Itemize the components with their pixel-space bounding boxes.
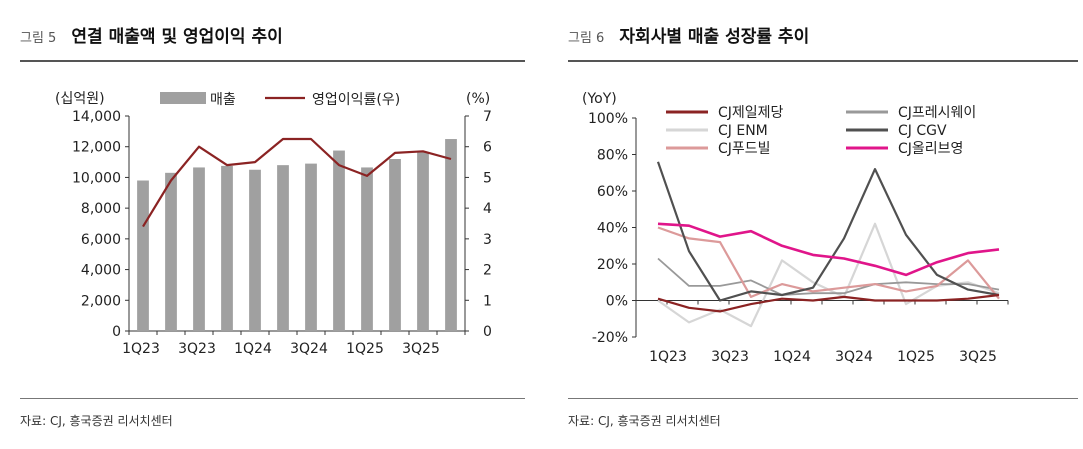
right-source-note: 자료: CJ, 흥국증권 리서치센터 [568, 414, 721, 428]
left-axis-unit: (십억원) [55, 91, 105, 107]
series-line-5 [657, 222, 1000, 277]
legend-label: CJ프레시웨이 [898, 105, 976, 121]
x-tick-label: 3Q24 [835, 349, 873, 365]
x-tick-label: 1Q25 [346, 341, 384, 357]
right-y-tick-label: 6 [483, 140, 492, 156]
legend-label: CJ CGV [898, 123, 947, 139]
right-y-tick-label: 1 [483, 293, 492, 309]
y-tick-label: 20% [597, 257, 628, 273]
y-tick-label: 80% [597, 148, 628, 164]
series-line-1 [657, 257, 1000, 296]
left-chart-panel: 그림 5 연결 매출액 및 영업이익 추이 0 2,000 4,000 6,000 8,… [0, 0, 530, 449]
revenue-bar [165, 172, 177, 331]
left-y-tick-label: 6,000 [81, 232, 121, 248]
right-bottom-rule [568, 398, 1078, 399]
left-source-note: 자료: CJ, 흥국증권 리서치센터 [20, 414, 173, 428]
legend-line-label: 영업이익률(우) [312, 92, 400, 108]
x-tick-label: 1Q23 [649, 349, 687, 365]
legend-label: CJ푸드빌 [718, 141, 771, 157]
x-tick-label: 3Q24 [290, 341, 328, 357]
left-top-rule [20, 60, 525, 62]
revenue-bar [417, 152, 429, 331]
left-y-tick-label: 14,000 [72, 109, 121, 125]
right-y-tick-label: 5 [483, 170, 492, 186]
y-tick-label: 60% [597, 184, 628, 200]
right-top-rule [568, 60, 1078, 62]
right-y-tick-label: 4 [483, 201, 492, 217]
revenue-bar [305, 163, 317, 331]
x-tick-label: 3Q23 [178, 341, 216, 357]
x-tick-label: 1Q24 [234, 341, 272, 357]
revenue-bar [445, 139, 457, 331]
right-title-row: 그림 6 자회사별 매출 성장률 추이 [568, 22, 809, 47]
legend-label: CJ ENM [718, 123, 768, 139]
right-y-tick-label: 0 [483, 324, 492, 340]
revenue-bar [361, 167, 373, 331]
x-tick-label: 1Q24 [773, 349, 811, 365]
left-y-tick-label: 10,000 [72, 170, 121, 186]
left-y-tick-label: 8,000 [81, 201, 121, 217]
revenue-margin-chart: 0 2,000 4,000 6,000 8,000 10,000 12,000 14,000 0… [55, 91, 492, 357]
right-y-tick-label: 2 [483, 263, 492, 279]
y-tick-label: 0% [606, 294, 628, 310]
left-y-tick-label: 12,000 [72, 140, 121, 156]
right-chart-panel: 그림 6 자회사별 매출 성장률 추이 -20% 0% 20% 40% 60% 80% 10… [548, 0, 1083, 449]
revenue-bar [333, 150, 345, 331]
y-tick-label: 40% [597, 221, 628, 237]
left-chart-title: 연결 매출액 및 영업이익 추이 [71, 27, 283, 47]
legend-bar-swatch [160, 92, 206, 104]
x-tick-label: 3Q23 [711, 349, 749, 365]
left-figure-number: 그림 5 [20, 31, 57, 46]
left-title-row: 그림 5 연결 매출액 및 영업이익 추이 [20, 22, 283, 47]
right-chart-title: 자회사별 매출 성장률 추이 [619, 27, 810, 47]
legend-label: CJ올리브영 [898, 141, 963, 157]
left-y-tick-label: 4,000 [81, 263, 121, 279]
revenue-bar [389, 159, 401, 331]
y-tick-label: 100% [588, 111, 628, 127]
operating-margin-line [142, 137, 452, 228]
x-tick-label: 3Q25 [402, 341, 440, 357]
left-y-tick-label: 2,000 [81, 293, 121, 309]
left-y-tick-label: 0 [112, 324, 121, 340]
right-y-tick-label: 3 [483, 232, 492, 248]
series-line-3 [656, 161, 1000, 302]
legend-label: CJ제일제당 [718, 105, 784, 121]
y-axis-unit: (YoY) [582, 91, 617, 107]
left-bottom-rule [20, 398, 525, 399]
x-tick-label: 1Q25 [897, 349, 935, 365]
revenue-bar [221, 165, 233, 331]
subsidiary-growth-chart: -20% 0% 20% 40% 60% 80% 100% 1Q23 3Q23 1Q24 3Q24 1Q… [582, 91, 1009, 365]
x-tick-label: 1Q23 [122, 341, 160, 357]
right-axis-unit: (%) [466, 91, 490, 107]
revenue-bar [249, 169, 261, 331]
series-line-4 [657, 226, 1000, 300]
y-tick-label: -20% [592, 330, 628, 346]
right-figure-number: 그림 6 [568, 31, 605, 46]
legend-bar-label: 매출 [210, 92, 236, 108]
revenue-bar [137, 180, 149, 331]
x-tick-label: 3Q25 [959, 349, 997, 365]
revenue-bar [277, 165, 289, 331]
series-line-0 [657, 293, 1000, 313]
revenue-bar [193, 167, 205, 331]
right-y-tick-label: 7 [483, 109, 492, 125]
